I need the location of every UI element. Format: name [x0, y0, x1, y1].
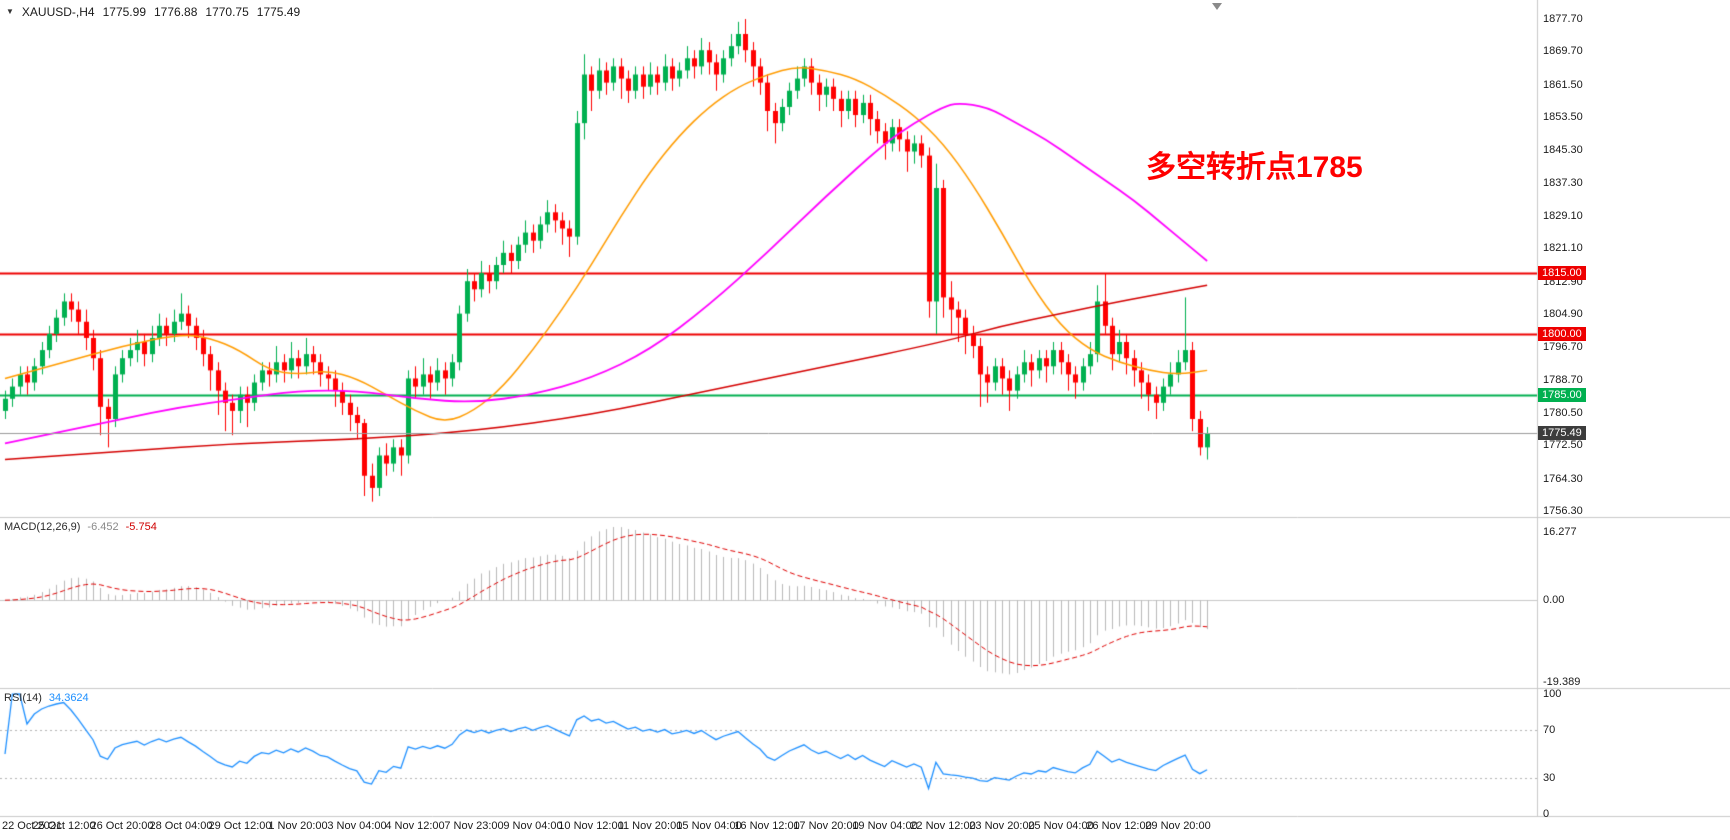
time-axis-label: 26 Oct 20:00: [90, 820, 154, 832]
price-tag-support-line: 1800.00: [1538, 327, 1586, 341]
time-axis-label: 29 Nov 20:00: [1145, 820, 1211, 832]
price-axis-label: 1853.50: [1543, 111, 1583, 123]
time-axis-label: 19 Nov 04:00: [852, 820, 918, 832]
price-tag-resistance-line: 1815.00: [1538, 266, 1586, 280]
price-axis-label: 1861.50: [1543, 79, 1583, 91]
price-axis-label: 1804.90: [1543, 308, 1583, 320]
time-axis-label: 23 Nov 20:00: [969, 820, 1035, 832]
rsi-axis-label: 30: [1543, 772, 1556, 784]
rsi-axis-label: 70: [1543, 724, 1556, 736]
time-axis-label: 22 Oct 2021: [2, 820, 62, 832]
time-axis-label: 16 Nov 12:00: [734, 820, 800, 832]
rsi-axis-label: 0: [1543, 808, 1550, 820]
price-axis-label: 1764.30: [1543, 473, 1583, 485]
rsi-axis-label: 100: [1543, 688, 1562, 700]
time-axis-label: 25 Nov 04:00: [1028, 820, 1094, 832]
ohlc-close: 1775.49: [256, 5, 301, 19]
price-axis-label: 1796.70: [1543, 341, 1583, 353]
time-axis-label: 17 Nov 20:00: [793, 820, 859, 832]
macd-name: MACD(12,26,9): [4, 521, 81, 533]
time-axis-label: 11 Nov 20:00: [617, 820, 683, 832]
time-axis-label: 25 Oct 12:00: [32, 820, 96, 832]
price-axis-label: 1869.70: [1543, 45, 1583, 57]
time-axis-label: 29 Oct 12:00: [208, 820, 272, 832]
price-axis-label: 1845.30: [1543, 144, 1583, 156]
price-axis-label: 1780.50: [1543, 407, 1583, 419]
price-axis-label: 1756.30: [1543, 505, 1583, 517]
price-tag-bid-price: 1775.49: [1538, 426, 1586, 440]
macd-indicator-label: MACD(12,26,9) -6.452 -5.754: [4, 521, 157, 533]
ohlc-low: 1770.75: [205, 5, 249, 19]
rsi-indicator-label: RSI(14) 34.3624: [4, 692, 89, 704]
symbol-title: XAUUSD-,H4: [21, 5, 95, 19]
symbol-info-bar: ▼ XAUUSD-,H4 1775.99 1776.88 1770.75 177…: [6, 5, 300, 19]
macd-signal-value: -5.754: [125, 521, 157, 533]
price-axis-label: 1877.70: [1543, 13, 1583, 25]
time-axis-label: 26 Nov 12:00: [1086, 820, 1152, 832]
ohlc-open: 1775.99: [102, 5, 146, 19]
chart-shift-marker-icon[interactable]: [1212, 3, 1222, 10]
rsi-value: 34.3624: [48, 692, 89, 704]
time-axis-label: 3 Nov 04:00: [327, 820, 387, 832]
time-axis-label: 15 Nov 04:00: [676, 820, 742, 832]
macd-axis-label: 0.00: [1543, 594, 1565, 606]
price-axis-label: 1837.30: [1543, 177, 1583, 189]
ohlc-high: 1776.88: [154, 5, 198, 19]
time-axis-label: 28 Oct 04:00: [149, 820, 213, 832]
price-tag-pivot-line: 1785.00: [1538, 388, 1586, 402]
time-axis-label: 10 Nov 12:00: [558, 820, 624, 832]
macd-axis-label: -19.389: [1543, 676, 1581, 688]
symbol-dropdown-icon[interactable]: ▼: [6, 7, 14, 16]
macd-main-value: -6.452: [87, 521, 119, 533]
time-axis-label: 1 Nov 20:00: [268, 820, 328, 832]
time-axis-label: 4 Nov 12:00: [385, 820, 445, 832]
rsi-name: RSI(14): [4, 692, 42, 704]
price-axis-label: 1772.50: [1543, 439, 1583, 451]
time-axis-label: 22 Nov 12:00: [910, 820, 976, 832]
price-axis-label: 1788.70: [1543, 374, 1583, 386]
chart-annotation-text[interactable]: 多空转折点1785: [1146, 151, 1363, 184]
time-axis-label: 9 Nov 04:00: [503, 820, 563, 832]
time-axis-label: 7 Nov 23:00: [444, 820, 504, 832]
macd-axis-label: 16.277: [1543, 526, 1577, 538]
price-axis-label: 1821.10: [1543, 242, 1583, 254]
price-axis-label: 1829.10: [1543, 210, 1583, 222]
